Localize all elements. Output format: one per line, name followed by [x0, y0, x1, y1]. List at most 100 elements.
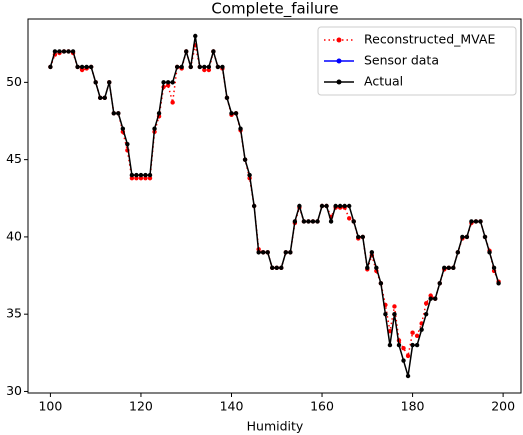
series-marker	[66, 49, 71, 54]
series-marker	[70, 49, 76, 54]
x-tick-label: 120	[129, 399, 153, 414]
series-marker	[215, 64, 221, 70]
series-marker	[410, 330, 415, 335]
series-marker	[346, 203, 352, 209]
series-marker	[93, 80, 98, 85]
series-marker	[310, 219, 316, 224]
x-tick-label: 160	[310, 399, 334, 414]
series-marker	[446, 265, 451, 271]
legend-box	[317, 26, 517, 96]
x-tick-label: 140	[220, 399, 244, 414]
series-marker	[374, 265, 379, 271]
series-marker	[401, 358, 406, 363]
series-marker	[265, 250, 270, 255]
series-marker	[174, 64, 180, 70]
series-marker	[433, 296, 438, 301]
series-marker	[134, 172, 139, 178]
series-marker	[161, 80, 166, 85]
series-marker	[356, 234, 361, 240]
series-marker	[387, 328, 393, 334]
series-marker	[84, 64, 89, 70]
series-marker	[274, 265, 279, 271]
series-marker	[351, 219, 356, 224]
series-marker	[297, 203, 302, 209]
series-marker	[247, 172, 252, 178]
series-marker	[491, 265, 497, 271]
series-marker	[405, 373, 411, 379]
series-marker	[188, 64, 193, 70]
series-marker	[143, 175, 148, 181]
series-marker	[193, 33, 198, 39]
series-marker	[79, 67, 85, 73]
series-marker	[197, 64, 203, 70]
series-marker	[79, 64, 85, 70]
legend-marker	[336, 37, 342, 43]
y-tick-label: 35	[6, 306, 22, 321]
series-line	[49, 45, 500, 359]
series-marker	[346, 216, 352, 221]
series-marker	[437, 281, 442, 286]
legend-label: Actual	[364, 74, 403, 89]
series-marker	[288, 250, 293, 255]
series-marker	[165, 83, 171, 88]
series-marker	[487, 250, 492, 255]
series-marker	[224, 95, 230, 101]
series-marker	[88, 64, 94, 70]
series-marker	[365, 265, 370, 271]
series-marker	[184, 49, 189, 54]
series-marker	[342, 203, 347, 209]
series-marker	[165, 80, 171, 85]
chart-title: Complete_failure	[211, 0, 338, 19]
series-marker	[442, 265, 447, 271]
series-marker	[233, 111, 239, 116]
x-tick-label: 100	[38, 399, 62, 414]
series-marker	[270, 265, 275, 271]
series-marker	[116, 111, 121, 116]
series-line	[49, 35, 500, 377]
series-marker	[392, 304, 397, 309]
series-marker	[98, 95, 103, 101]
series-marker	[410, 342, 415, 348]
series-marker	[57, 49, 62, 54]
series-marker	[52, 49, 58, 54]
series-marker	[143, 172, 148, 178]
series-marker	[202, 64, 207, 70]
x-axis-label: Humidity	[247, 419, 304, 434]
series-marker	[238, 126, 243, 131]
series-marker	[301, 219, 307, 224]
series-marker	[328, 219, 334, 224]
legend-label: Sensor data	[364, 53, 439, 68]
series-marker	[283, 250, 289, 255]
legend-label: Reconstructed_MVAE	[364, 32, 495, 47]
series-marker	[478, 219, 483, 224]
series-marker	[242, 157, 248, 162]
series-marker	[428, 296, 433, 301]
series-marker	[75, 64, 80, 70]
series-marker	[179, 64, 184, 70]
series-marker	[337, 203, 343, 209]
series-marker	[61, 49, 67, 54]
series-marker	[455, 250, 461, 255]
series-marker	[333, 203, 338, 209]
series-marker	[170, 80, 175, 85]
series-marker	[419, 327, 424, 332]
series-marker	[360, 234, 365, 240]
series-marker	[401, 345, 406, 351]
series-marker	[129, 172, 135, 178]
series-marker	[387, 342, 393, 348]
series-marker	[206, 67, 212, 73]
plot-frame	[27, 18, 522, 394]
series-marker	[251, 203, 257, 209]
legend-marker	[336, 79, 342, 85]
series-marker	[414, 333, 420, 339]
series-marker	[496, 281, 501, 286]
series-marker	[392, 311, 397, 317]
series-marker	[414, 342, 420, 348]
series-marker	[120, 126, 126, 131]
series-marker	[378, 281, 384, 286]
series-marker	[211, 49, 216, 54]
series-marker	[102, 95, 107, 101]
y-tick-label: 30	[6, 383, 22, 398]
series-marker	[156, 111, 162, 116]
